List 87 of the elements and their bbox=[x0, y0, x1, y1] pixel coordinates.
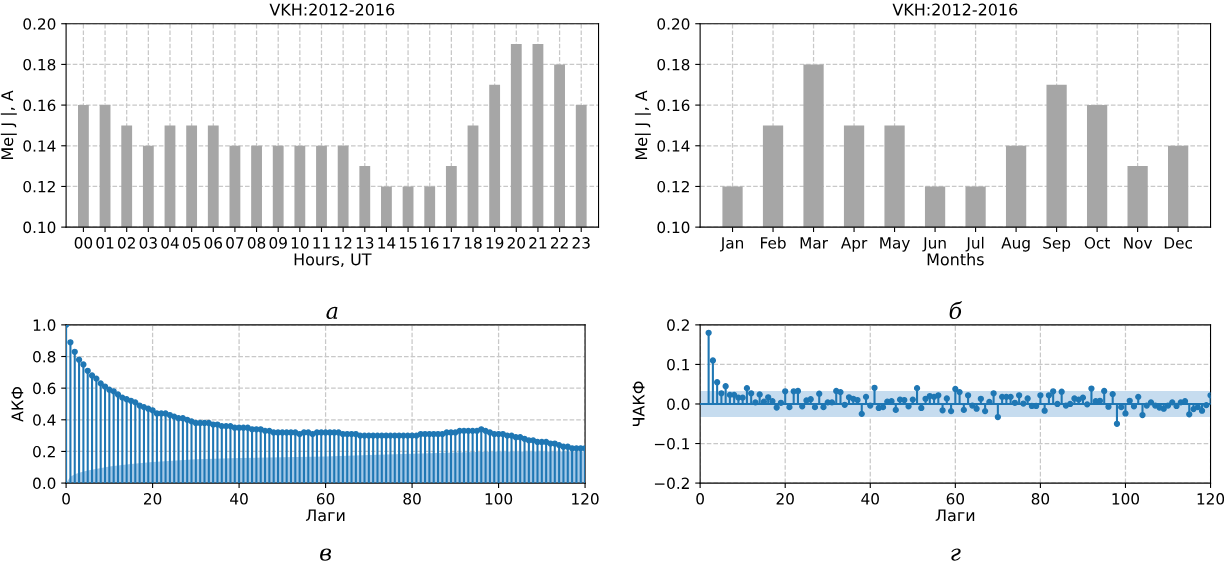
x-tick-label: 16 bbox=[421, 237, 439, 249]
x-tick-label: 15 bbox=[400, 237, 417, 249]
y-tick-label: 0.1 bbox=[667, 358, 689, 371]
x-tick-label: 0 bbox=[62, 493, 70, 505]
x-tick-label: 11 bbox=[313, 237, 330, 249]
x-tick-label: Dec bbox=[1164, 237, 1192, 249]
y-tick-label: 0.6 bbox=[33, 382, 56, 395]
chart-title: VKH:2012-2016 bbox=[269, 3, 395, 16]
y-axis-title: Me| J |, A bbox=[0, 90, 17, 160]
x-tick-label: 10 bbox=[291, 237, 309, 249]
x-axis-title: Лаги bbox=[305, 509, 345, 522]
x-tick-label: 80 bbox=[1031, 493, 1050, 505]
text: г bbox=[951, 548, 961, 561]
y-tick-label: 0.0 bbox=[667, 398, 690, 410]
x-tick-label: Mar bbox=[800, 237, 828, 249]
x-tick-label: 40 bbox=[861, 493, 879, 505]
y-tick-label: 1.0 bbox=[33, 319, 56, 331]
x-axis-title: Months bbox=[927, 253, 984, 266]
y-tick-label: 0.16 bbox=[657, 99, 690, 112]
x-tick-label: 12 bbox=[335, 237, 352, 249]
chart-title: VKH:2012-2016 bbox=[892, 3, 1018, 16]
y-tick-label: 0.14 bbox=[23, 140, 56, 152]
x-tick-label: 100 bbox=[1112, 493, 1140, 505]
y-tick-label: 0.2 bbox=[33, 445, 55, 458]
x-tick-label: 19 bbox=[486, 237, 504, 249]
x-tick-label: 08 bbox=[247, 237, 266, 249]
y-axis-title: ЧАКФ bbox=[632, 381, 645, 427]
x-tick-label: 03 bbox=[139, 237, 157, 249]
y-tick-label: 0.0 bbox=[33, 477, 56, 490]
x-tick-label: 120 bbox=[1197, 493, 1224, 505]
x-tick-label: 20 bbox=[776, 493, 794, 505]
x-tick-label: 100 bbox=[485, 493, 513, 505]
y-tick-label: 0.18 bbox=[23, 58, 56, 71]
x-tick-label: 22 bbox=[550, 237, 568, 249]
y-tick-label: 0.4 bbox=[33, 414, 56, 426]
x-tick-label: Aug bbox=[1001, 237, 1030, 252]
y-tick-label: 0.12 bbox=[23, 180, 55, 193]
x-tick-label: 60 bbox=[316, 493, 335, 505]
x-tick-label: 06 bbox=[204, 237, 223, 249]
x-tick-label: Jan bbox=[719, 237, 744, 252]
y-tick-label: 0.16 bbox=[23, 99, 56, 112]
x-tick-label: 60 bbox=[946, 493, 965, 505]
x-tick-label: 14 bbox=[378, 237, 396, 249]
x-tick-label: 21 bbox=[529, 237, 547, 249]
x-axis-title: Лаги bbox=[935, 509, 975, 522]
x-tick-label: Oct bbox=[1084, 237, 1110, 249]
x-tick-label: 120 bbox=[572, 493, 599, 505]
x-tick-label: 0 bbox=[696, 493, 704, 505]
x-tick-label: Sep bbox=[1043, 237, 1071, 252]
y-tick-label: −0.1 bbox=[654, 437, 689, 450]
y-tick-label: −0.2 bbox=[654, 477, 689, 490]
x-tick-label: 04 bbox=[161, 237, 179, 249]
y-axis-title: АКФ bbox=[11, 386, 24, 422]
y-tick-label: 0.10 bbox=[23, 221, 56, 234]
y-tick-label: 0.2 bbox=[667, 319, 689, 331]
x-tick-label: 18 bbox=[464, 237, 482, 249]
x-tick-label: 01 bbox=[96, 237, 114, 249]
y-tick-label: 0.20 bbox=[657, 18, 690, 30]
x-tick-label: 80 bbox=[403, 493, 421, 505]
x-tick-label: 07 bbox=[226, 237, 244, 249]
x-tick-label: 20 bbox=[143, 493, 162, 505]
x-tick-label: 23 bbox=[572, 237, 590, 249]
x-tick-label: 20 bbox=[507, 237, 525, 249]
x-tick-label: Feb bbox=[761, 236, 786, 249]
x-tick-label: 00 bbox=[74, 237, 93, 249]
x-tick-label: Nov bbox=[1124, 237, 1153, 249]
x-tick-label: 02 bbox=[117, 237, 135, 249]
y-tick-label: 0.10 bbox=[657, 221, 690, 234]
y-tick-label: 0.8 bbox=[33, 350, 56, 363]
text: в bbox=[320, 548, 332, 561]
text: а bbox=[326, 306, 338, 320]
x-tick-label: Jul bbox=[965, 236, 984, 252]
x-tick-label: Apr bbox=[840, 237, 868, 252]
y-tick-label: 0.14 bbox=[657, 140, 690, 152]
x-tick-label: Jun bbox=[922, 237, 946, 252]
x-tick-label: 40 bbox=[230, 493, 248, 505]
x-tick-label: 13 bbox=[356, 237, 374, 249]
x-tick-label: 17 bbox=[443, 237, 460, 249]
y-tick-label: 0.18 bbox=[657, 58, 690, 71]
x-tick-label: 09 bbox=[269, 237, 287, 249]
y-tick-label: 0.12 bbox=[657, 180, 689, 193]
x-tick-label: 05 bbox=[182, 237, 201, 249]
x-tick-label: May bbox=[880, 237, 910, 252]
x-axis-title: Hours, UT bbox=[294, 253, 372, 268]
y-tick-label: 0.20 bbox=[23, 18, 56, 30]
text: б bbox=[949, 301, 963, 320]
y-axis-title: Me| J |, A bbox=[634, 90, 651, 160]
